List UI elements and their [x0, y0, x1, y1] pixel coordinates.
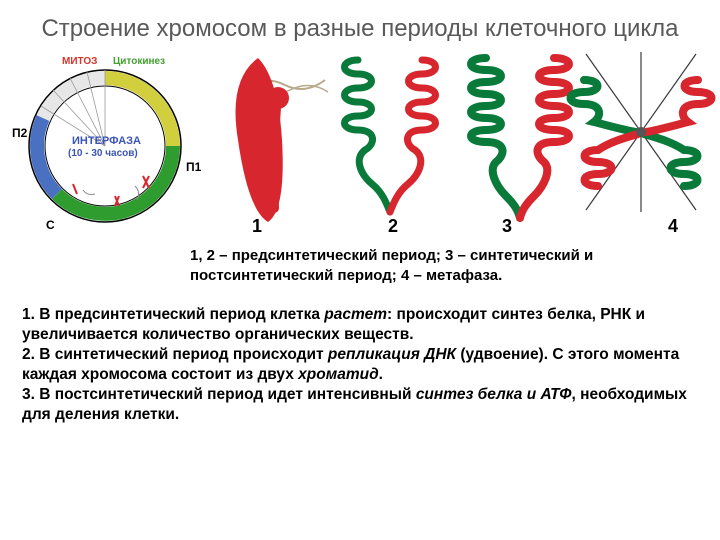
interphase-label-2: (10 - 30 часов) — [68, 148, 138, 159]
p2a: 2. В синтетический период происходит — [22, 346, 328, 363]
p1b: растет — [324, 306, 387, 323]
label-2: 2 — [388, 216, 398, 237]
p3b: синтез белка и АТФ — [416, 386, 572, 403]
s-label: С — [46, 218, 55, 232]
p1a: 1. В предсинтетический период клетка — [22, 306, 324, 323]
mitoz-label: МИТОЗ — [62, 56, 97, 67]
content-area: МИТОЗ Цитокинез ИНТЕРФАЗА (10 - 30 часов… — [0, 48, 720, 425]
p2e: . — [379, 366, 383, 383]
diagram-row: МИТОЗ Цитокинез ИНТЕРФАЗА (10 - 30 часов… — [0, 48, 720, 238]
interphase-label-1: ИНТЕРФАЗА — [72, 135, 141, 147]
p3a: 3. В постсинтетический период идет интен… — [22, 386, 416, 403]
p2-label: П2 — [12, 126, 27, 140]
caption-line-1: 1, 2 – предсинтетический период; 3 – син… — [190, 247, 593, 264]
slide-title: Строение хромосом в разные периоды клето… — [0, 0, 720, 48]
chromosome-2 — [320, 50, 460, 230]
chromosome-4 — [566, 50, 716, 230]
body-text: 1. В предсинтетический период клетка рас… — [0, 287, 720, 426]
p1-label: П1 — [186, 160, 201, 174]
p2d: хроматид — [298, 366, 378, 383]
chromosome-1 — [220, 50, 310, 230]
figure-caption: 1, 2 – предсинтетический период; 3 – син… — [0, 238, 720, 287]
caption-line-2: постсинтетический период; 4 – метафаза. — [190, 267, 502, 284]
label-1: 1 — [252, 216, 262, 237]
p2b: репликация ДНК — [328, 346, 456, 363]
label-3: 3 — [502, 216, 512, 237]
cytokinesis-label: Цитокинез — [113, 56, 165, 67]
label-4: 4 — [668, 216, 678, 237]
